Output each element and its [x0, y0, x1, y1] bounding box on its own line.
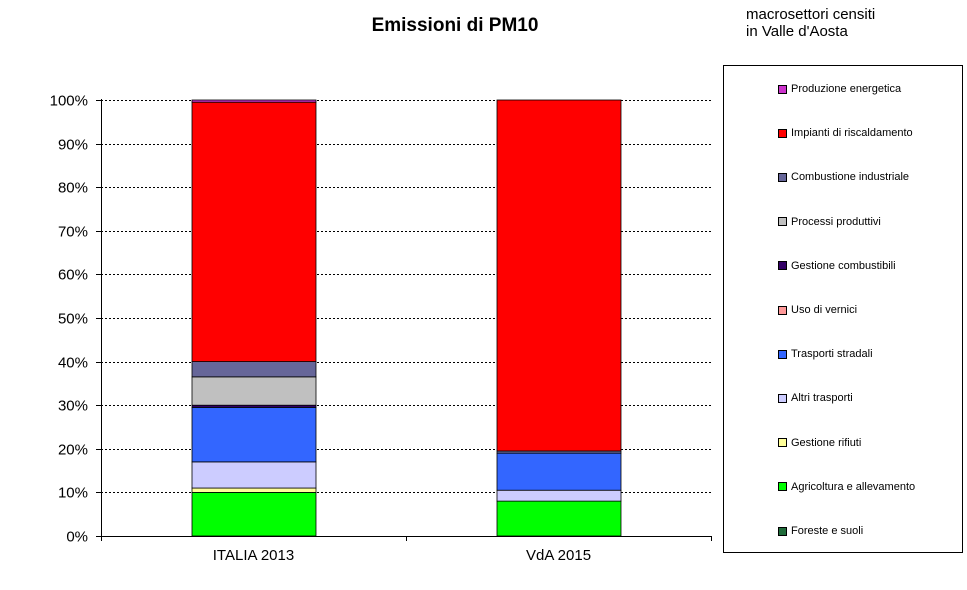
legend-label: Combustione industriale — [791, 171, 910, 184]
legend-title: macrosettori censiti in Valle d'Aosta — [746, 6, 875, 40]
legend-swatch — [778, 305, 787, 315]
legend-label: Trasporti stradali — [791, 348, 873, 361]
legend-item: Altri trasporti — [778, 391, 853, 405]
legend-item: Gestione combustibili — [778, 259, 896, 273]
legend-item: Processi produttivi — [778, 215, 881, 229]
y-tick-label: 50% — [58, 311, 88, 328]
legend-item: Uso di vernici — [778, 303, 857, 317]
y-tick-label: 0% — [66, 529, 88, 546]
bar-segment-trasporti-stradali — [496, 452, 622, 491]
legend-swatch — [778, 438, 787, 448]
y-tick-label: 40% — [58, 355, 88, 372]
bar-segment-produzione-energetica — [191, 99, 317, 103]
y-tick-label: 30% — [58, 398, 88, 415]
legend-label: Agricoltura e allevamento — [791, 480, 916, 493]
legend-swatch — [778, 261, 787, 271]
y-tick-label: 100% — [50, 93, 88, 110]
bar-segment-processi-produttivi — [191, 376, 317, 406]
x-tick-label: ITALIA 2013 — [213, 547, 294, 564]
legend-swatch — [778, 482, 787, 492]
bar-segment-impianti-di-riscaldamento — [496, 99, 622, 452]
y-tick-label: 90% — [58, 137, 88, 154]
legend-swatch — [778, 217, 787, 227]
legend-label: Foreste e suoli — [791, 525, 864, 537]
legend-item: Impianti di riscaldamento — [778, 126, 913, 140]
legend-label: Gestione rifiuti — [791, 436, 862, 449]
legend-item: Produzione energetica — [778, 82, 901, 96]
legend-item: Foreste e suoli — [778, 524, 863, 538]
legend-title-line-1: macrosettori censiti — [746, 6, 876, 23]
y-tick-label: 10% — [58, 485, 88, 502]
legend-label: Uso di vernici — [791, 304, 858, 316]
legend-title-line-2: in Valle d'Aosta — [746, 23, 848, 40]
chart-title: Emissioni di PM10 — [371, 15, 539, 36]
legend-item: Agricoltura e allevamento — [778, 480, 915, 494]
x-tick-label: VdA 2015 — [526, 547, 591, 564]
y-tick-label: 70% — [58, 224, 88, 241]
legend-item: Trasporti stradali — [778, 347, 873, 361]
y-tick-label: 60% — [58, 267, 88, 284]
axis-labels: 0% 10% 20% 30% 40% 50% 60% 70% 80% 90% 100% ITALIA … — [50, 93, 591, 565]
legend-label: Gestione combustibili — [791, 259, 896, 272]
bar-segment-impianti-di-riscaldamento — [191, 101, 317, 363]
legend-swatch — [778, 393, 787, 403]
bars — [191, 99, 622, 537]
legend: Produzione energetica Impianti di riscald… — [723, 65, 963, 553]
legend-swatch — [778, 128, 787, 138]
legend-label: Produzione energetica — [791, 83, 902, 95]
legend-label: Altri trasporti — [791, 392, 853, 405]
legend-item: Gestione rifiuti — [778, 436, 861, 450]
y-tick-label: 80% — [58, 180, 88, 197]
legend-swatch — [778, 526, 787, 536]
legend-item: Combustione industriale — [778, 170, 909, 184]
bar-segment-agricoltura-e-allevamento — [191, 491, 317, 537]
legend-swatch — [778, 84, 787, 94]
legend-label: Processi produttivi — [791, 215, 881, 228]
bar-segment-gestione-rifiuti — [191, 487, 317, 493]
bar-segment-altri-trasporti — [496, 489, 622, 502]
legend-label: Impianti di riscaldamento — [791, 127, 913, 140]
bar-segment-agricoltura-e-allevamento — [496, 500, 622, 537]
legend-swatch — [778, 349, 787, 359]
y-tick-label: 20% — [58, 442, 88, 459]
bar-segment-altri-trasporti — [191, 461, 317, 489]
bar-segment-combustione-industriale — [191, 361, 317, 378]
legend-swatch — [778, 172, 787, 182]
axes — [96, 99, 712, 541]
bar-segment-trasporti-stradali — [191, 406, 317, 463]
